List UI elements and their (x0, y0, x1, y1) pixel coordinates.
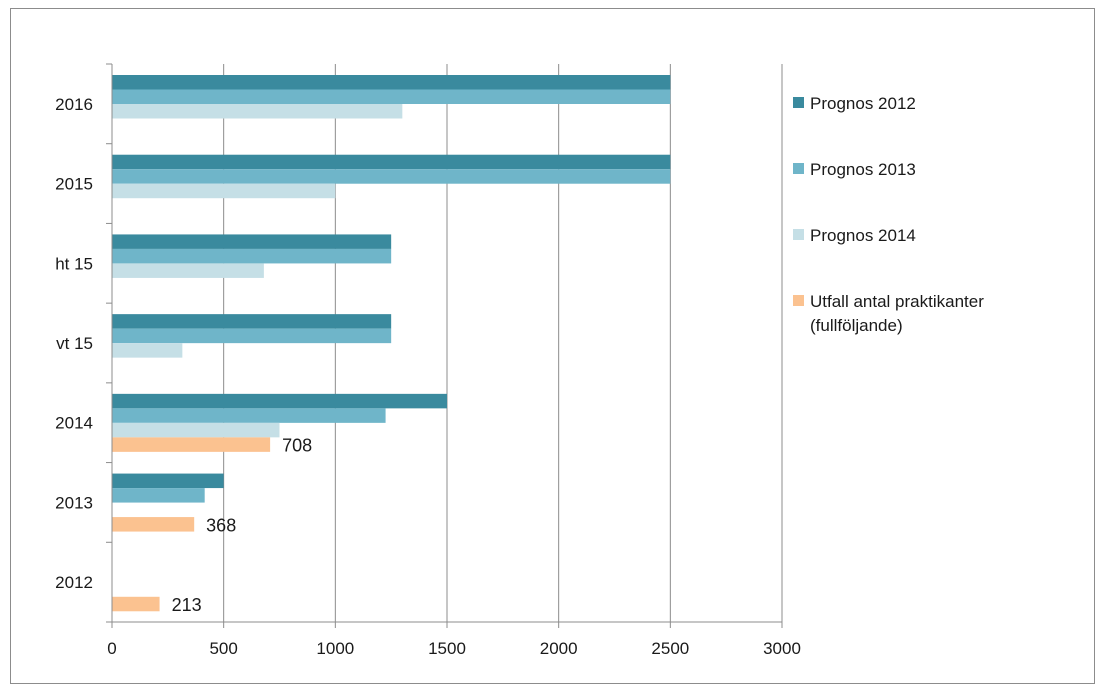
bar (112, 393, 447, 409)
legend-item: Prognos 2014 (793, 224, 1073, 248)
x-tick-label: 3000 (763, 639, 801, 658)
data-label: 708 (282, 436, 312, 456)
bar (112, 169, 671, 184)
bar (112, 75, 671, 90)
bar (112, 488, 205, 503)
bar (112, 437, 271, 452)
x-tick-label: 1000 (316, 639, 354, 658)
category-label: 2015 (55, 175, 93, 194)
bars (112, 75, 671, 612)
bar (112, 343, 183, 358)
category-label: 2016 (55, 95, 93, 114)
bar (112, 596, 160, 612)
bar (112, 104, 403, 119)
legend-swatch (793, 163, 804, 174)
bar (112, 263, 264, 278)
legend-swatch (793, 97, 804, 108)
bar (112, 517, 195, 532)
category-label: 2014 (55, 414, 93, 433)
x-tick-label: 2500 (651, 639, 689, 658)
data-label: 368 (206, 515, 236, 535)
chart-frame (10, 8, 1095, 684)
bar (112, 408, 386, 423)
axes (106, 63, 783, 628)
labels: 708 368 213 2016 2015 ht 15 vt 15 2014 2013 2012 0… (55, 95, 801, 658)
bar (112, 473, 224, 489)
category-label: 2013 (55, 493, 93, 512)
bar (112, 154, 671, 170)
legend-label: Utfall antal praktikanter (fullföljande) (810, 292, 984, 335)
bar (112, 328, 392, 344)
x-tick-label: 1500 (428, 639, 466, 658)
x-tick-label: 500 (209, 639, 237, 658)
bar (112, 234, 392, 249)
legend-item: Prognos 2012 (793, 92, 1073, 116)
category-label: vt 15 (56, 334, 93, 353)
legend-label: Prognos 2014 (810, 226, 916, 245)
category-label: 2012 (55, 573, 93, 592)
data-label: 213 (172, 595, 202, 615)
legend-label: Prognos 2012 (810, 94, 916, 113)
x-tick-label: 0 (107, 639, 116, 658)
legend-swatch (793, 295, 804, 306)
bar (112, 422, 280, 438)
legend-item: Prognos 2013 (793, 158, 1073, 182)
legend-item: Utfall antal praktikanter (fullföljande) (793, 290, 1073, 338)
legend-label: Prognos 2013 (810, 160, 916, 179)
bar (112, 183, 336, 199)
x-tick-label: 2000 (540, 639, 578, 658)
bar (112, 89, 671, 104)
legend-swatch (793, 229, 804, 240)
bar (112, 248, 392, 264)
category-label: ht 15 (55, 254, 93, 273)
bar (112, 314, 392, 329)
